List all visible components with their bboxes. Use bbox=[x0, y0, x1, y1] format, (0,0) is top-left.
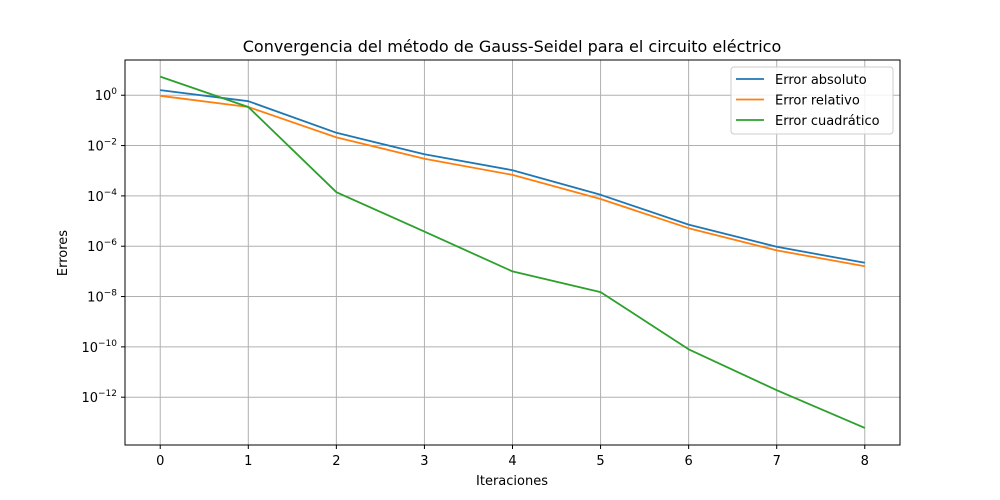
y-tick-label: 100 bbox=[95, 87, 118, 104]
x-tick-label: 6 bbox=[684, 454, 692, 469]
x-tick-label: 3 bbox=[420, 454, 428, 469]
y-tick-label: 10−4 bbox=[87, 188, 117, 205]
x-axis: 0 1 2 3 4 5 6 7 8 bbox=[156, 445, 869, 469]
legend-label: Error absoluto bbox=[775, 73, 867, 88]
legend-label: Error cuadrático bbox=[775, 114, 880, 129]
y-tick-label: 10−8 bbox=[87, 289, 117, 306]
x-tick-label: 1 bbox=[244, 454, 252, 469]
legend-box bbox=[730, 66, 894, 135]
x-tick-label: 5 bbox=[596, 454, 604, 469]
y-axis: 100 10−2 10−4 10−6 10−8 10−10 10−12 bbox=[81, 87, 125, 406]
y-tick-label: 10−2 bbox=[87, 138, 117, 155]
y-tick-label: 10−10 bbox=[81, 339, 117, 356]
x-tick-label: 7 bbox=[773, 454, 781, 469]
y-tick-label: 10−12 bbox=[81, 389, 117, 406]
chart-title: Convergencia del método de Gauss-Seidel … bbox=[243, 37, 782, 56]
x-tick-label: 0 bbox=[156, 454, 164, 469]
series-line-1 bbox=[160, 89, 865, 264]
legend-label: Error relativo bbox=[775, 94, 860, 109]
x-tick-label: 4 bbox=[508, 454, 516, 469]
series-line-3 bbox=[159, 75, 866, 429]
legend: Error absoluto Error relativo Error cuadrá… bbox=[730, 66, 894, 135]
series-line-2 bbox=[160, 94, 865, 268]
series-lines bbox=[159, 75, 866, 429]
y-axis-label: Errores bbox=[56, 230, 71, 276]
y-tick-label: 10−6 bbox=[87, 238, 117, 255]
x-tick-label: 2 bbox=[332, 454, 340, 469]
x-tick-label: 8 bbox=[861, 454, 869, 469]
x-axis-label: Iteraciones bbox=[476, 474, 548, 489]
